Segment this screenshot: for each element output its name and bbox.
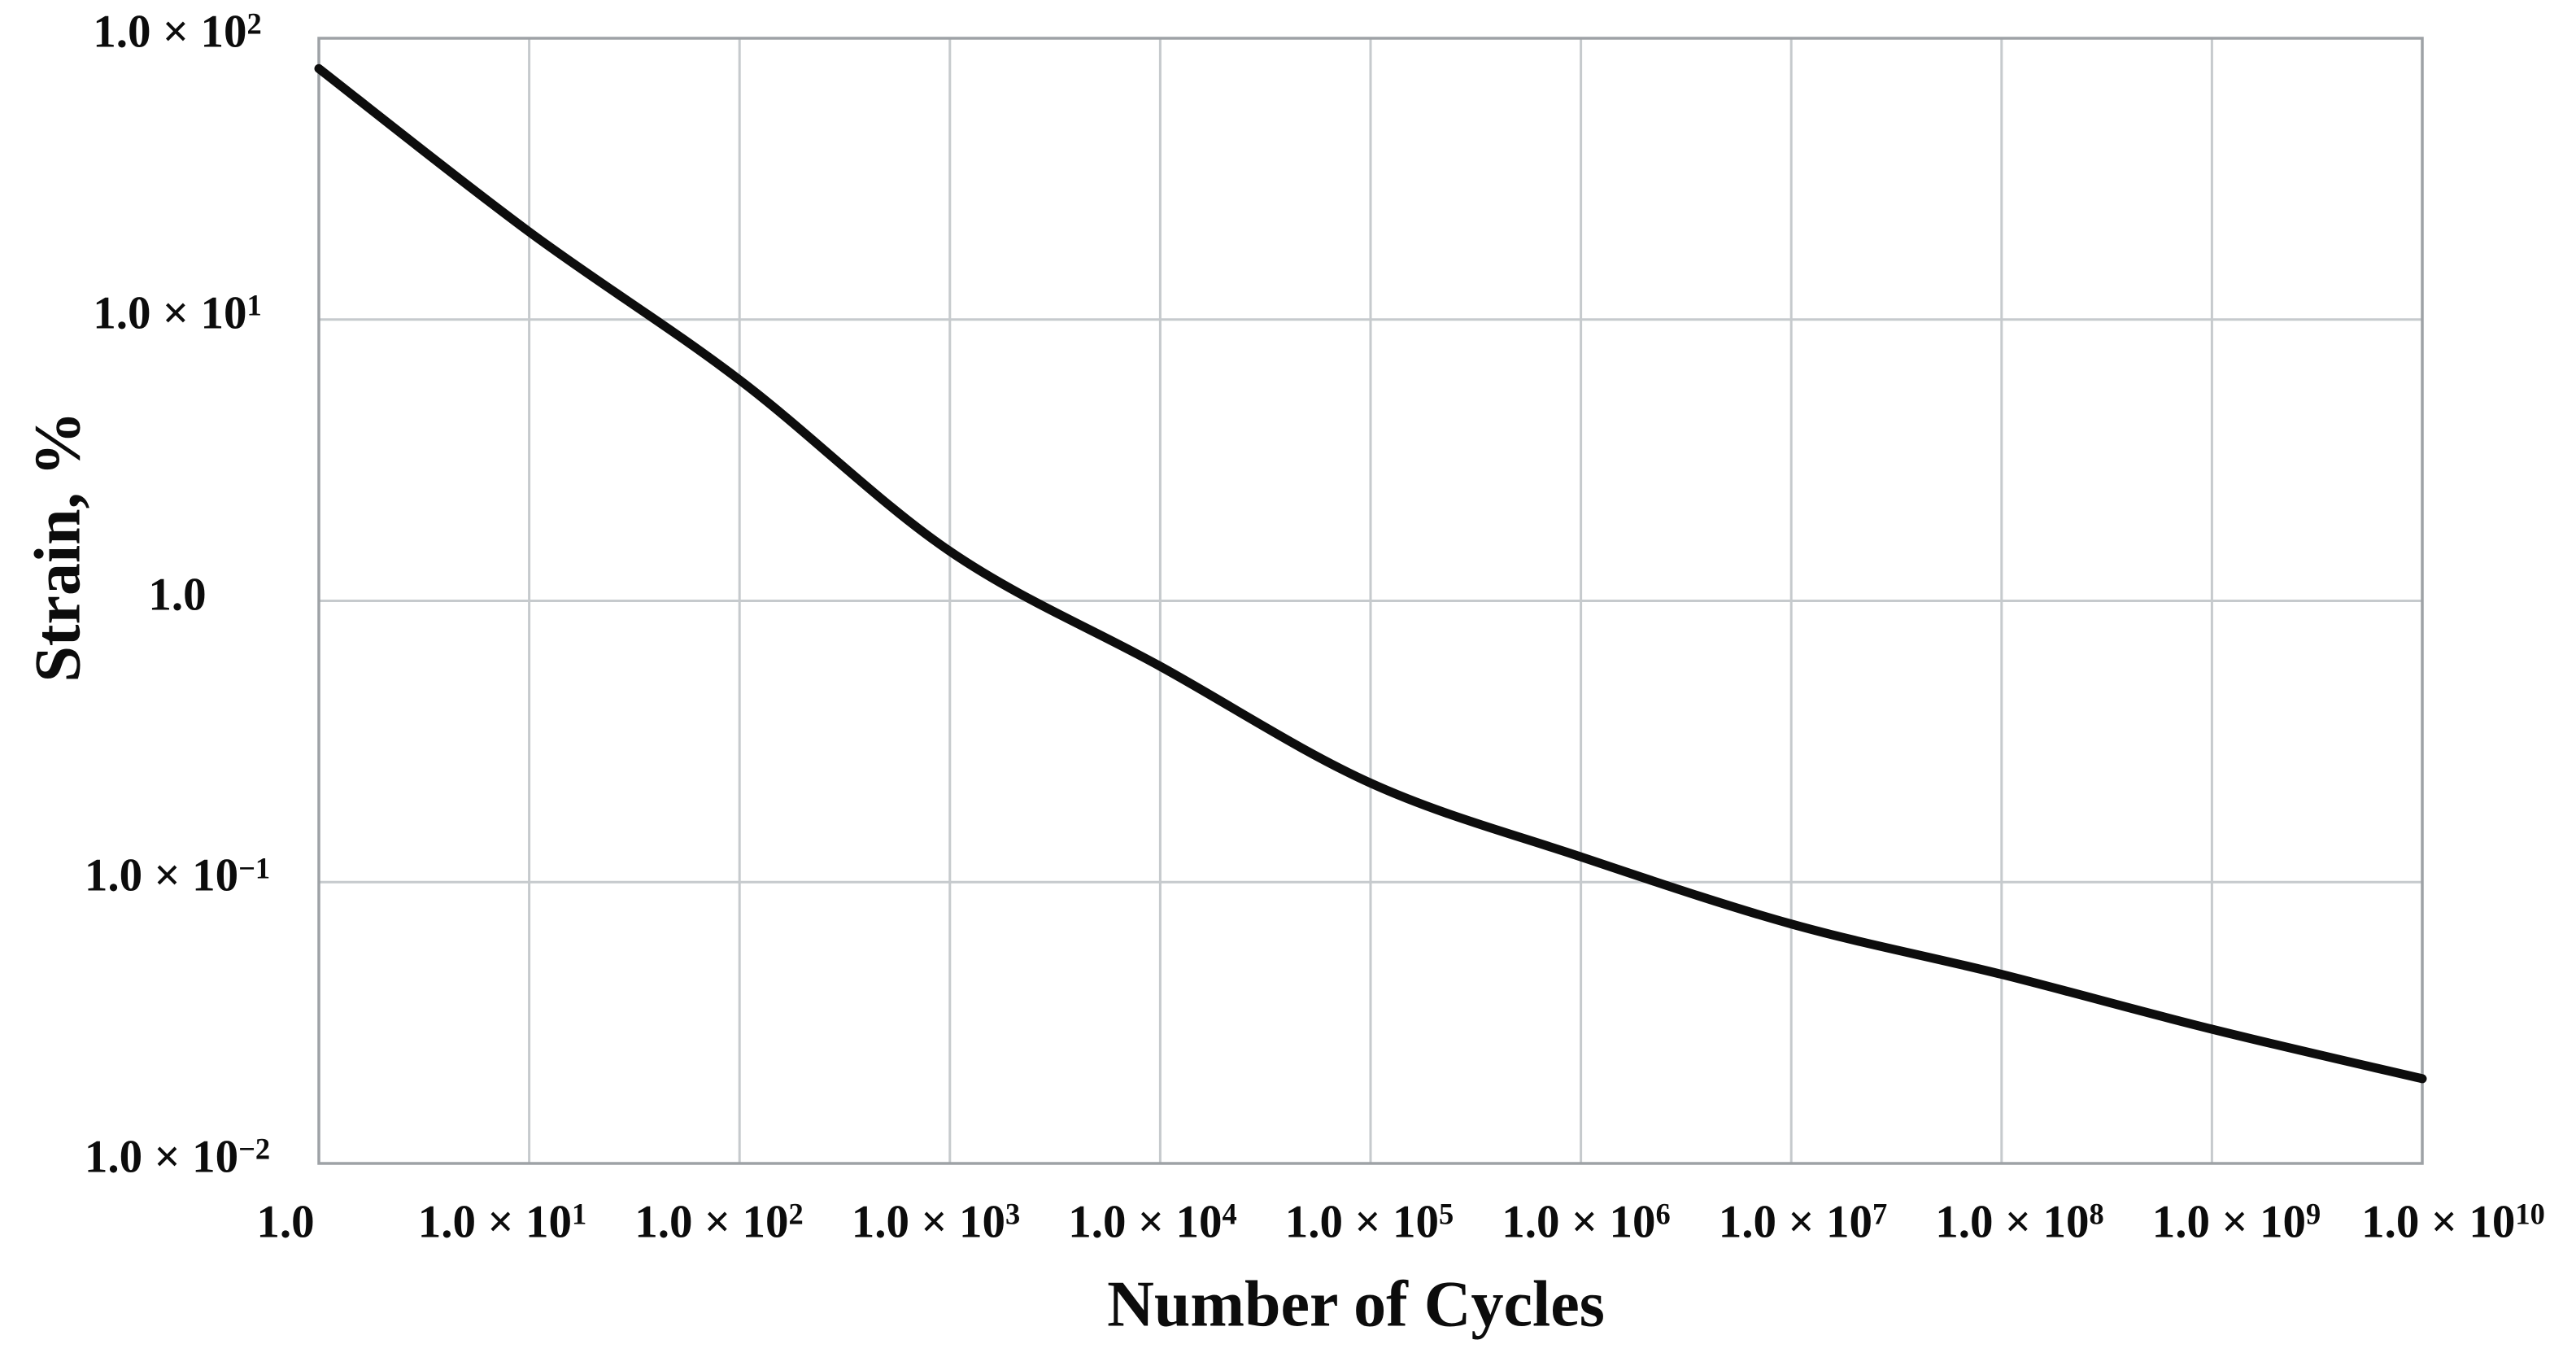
- y-axis-title: Strain, %: [22, 411, 94, 683]
- strain-curve: [314, 63, 2427, 1084]
- x-tick-label-4: 1.0 × 104: [1068, 1196, 1237, 1248]
- x-axis-title: Number of Cycles: [1107, 1268, 1605, 1341]
- x-tick-label-10: 1.0 × 1010: [2361, 1196, 2545, 1248]
- y-tick-label-2: 1.0: [148, 569, 207, 620]
- plot-border: [317, 37, 2424, 1165]
- y-tick-label-1: 1.0 × 101: [93, 287, 262, 339]
- x-tick-label-6: 1.0 × 106: [1502, 1196, 1671, 1248]
- y-tick-label-3: 1.0 × 10−1: [84, 849, 271, 901]
- y-tick-label-4: 1.0 × 10−2: [84, 1131, 271, 1183]
- x-tick-label-3: 1.0 × 103: [851, 1196, 1021, 1248]
- x-tick-label-2: 1.0 × 102: [634, 1196, 804, 1248]
- x-tick-label-0: 1.0: [256, 1196, 315, 1248]
- x-tick-label-5: 1.0 × 105: [1284, 1196, 1454, 1248]
- x-tick-label-9: 1.0 × 109: [2151, 1196, 2321, 1248]
- y-tick-label-0: 1.0 × 102: [93, 6, 262, 58]
- grid-lines: [319, 38, 2422, 1163]
- x-tick-label-7: 1.0 × 107: [1718, 1196, 1888, 1248]
- x-tick-label-8: 1.0 × 108: [1935, 1196, 2104, 1248]
- x-tick-label-1: 1.0 × 101: [417, 1196, 587, 1248]
